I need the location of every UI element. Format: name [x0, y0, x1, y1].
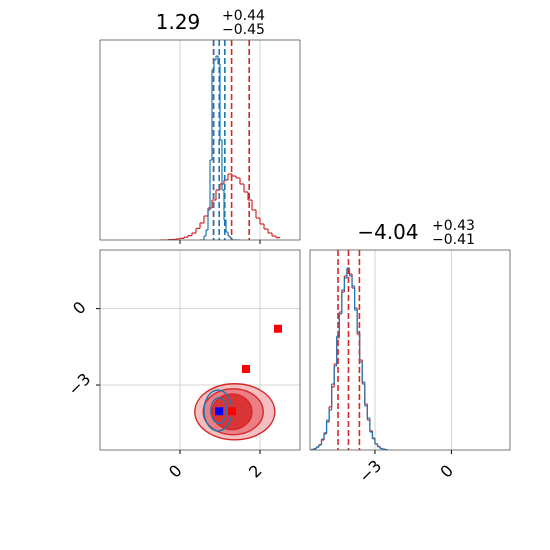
y-tick-label: 0 [69, 298, 90, 319]
marker [242, 364, 250, 373]
title-value: 1.29 [156, 10, 201, 34]
title-sup: +0.44 [222, 8, 265, 24]
panel-title: 1.29 [156, 10, 201, 34]
x-tick-label: 0 [165, 461, 186, 482]
panel-title: −4.04 [357, 220, 418, 244]
panel-frame [309, 249, 511, 451]
contour-level [210, 397, 228, 424]
marker [228, 407, 236, 416]
panel-frame [99, 39, 301, 241]
panel-plot [100, 250, 300, 450]
x-tick-label: 0 [436, 461, 457, 482]
marker [274, 324, 282, 333]
panel-plot [160, 40, 280, 240]
x-tick-label: −3 [355, 456, 385, 486]
title-sup: +0.43 [432, 218, 475, 234]
title-sub: −0.41 [432, 232, 475, 248]
panel-frame [99, 249, 301, 451]
x-tick-label: 2 [245, 461, 266, 482]
title-sub: −0.45 [222, 22, 265, 38]
marker [215, 407, 224, 416]
panel-plot [311, 250, 452, 450]
title-value: −4.04 [357, 220, 418, 244]
y-tick-label: −3 [64, 369, 94, 399]
